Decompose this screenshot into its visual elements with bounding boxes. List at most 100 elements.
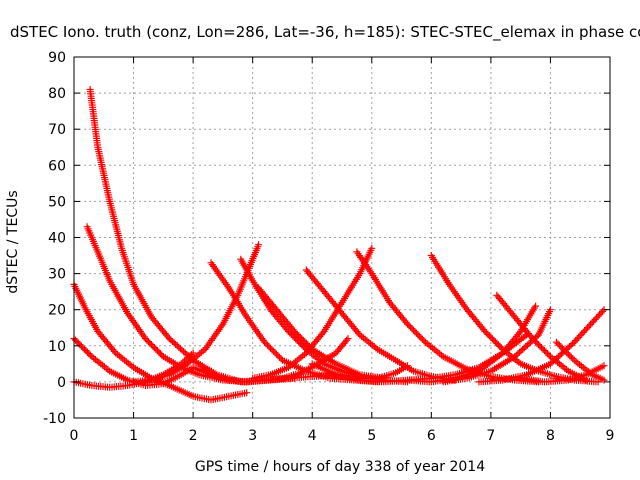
- y-tick-label: 70: [48, 122, 66, 138]
- x-tick-label: 0: [70, 428, 79, 444]
- data-point-marker: [600, 376, 608, 384]
- data-point-marker: [564, 350, 572, 358]
- data-point-marker: [80, 345, 88, 353]
- data-point-marker: [319, 329, 327, 337]
- data-point-marker: [482, 329, 490, 337]
- data-point-marker: [533, 339, 541, 347]
- data-point-marker: [255, 241, 263, 249]
- data-point-marker: [587, 320, 595, 328]
- data-point-marker: [292, 335, 300, 343]
- data-point-marker: [407, 323, 414, 331]
- data-point-marker: [515, 329, 523, 337]
- data-point-marker: [412, 329, 420, 337]
- y-tick-label: 80: [48, 86, 66, 102]
- data-point-marker: [538, 344, 545, 352]
- data-point-marker: [268, 346, 276, 354]
- x-tick-label: 8: [546, 428, 555, 444]
- y-tick-label: 10: [48, 339, 66, 355]
- data-point-marker: [153, 347, 161, 355]
- data-point-marker: [284, 327, 292, 335]
- data-point-marker: [521, 332, 529, 340]
- y-tick-label: 0: [57, 375, 66, 391]
- data-point-marker: [292, 329, 300, 337]
- y-tick-label: 60: [48, 158, 66, 174]
- data-point-marker: [579, 328, 587, 336]
- data-point-marker: [484, 330, 492, 338]
- data-point-marker: [295, 338, 303, 346]
- data-point-marker: [270, 347, 277, 355]
- data-point-marker: [569, 355, 577, 363]
- data-point-marker: [273, 350, 280, 358]
- data-point-marker: [73, 338, 81, 346]
- series-arc-6: [130, 241, 263, 386]
- data-point-marker: [299, 336, 307, 344]
- data-point-marker: [298, 341, 306, 349]
- data-point-marker: [274, 352, 282, 360]
- data-point-marker: [293, 336, 301, 344]
- data-point-marker: [591, 315, 599, 323]
- data-point-marker: [368, 244, 376, 252]
- data-point-marker: [536, 342, 544, 350]
- data-point-marker: [150, 344, 158, 352]
- series-arc-16: [338, 362, 411, 382]
- series-arc-22: [517, 362, 608, 386]
- data-point-marker: [539, 345, 547, 353]
- x-tick-label: 5: [367, 428, 376, 444]
- data-point-marker: [567, 353, 575, 361]
- data-point-marker: [417, 334, 425, 342]
- data-point-marker: [110, 347, 118, 355]
- data-point-marker: [535, 341, 542, 349]
- data-point-marker: [301, 338, 309, 346]
- data-point-marker: [344, 335, 352, 343]
- data-point-marker: [404, 362, 411, 370]
- data-point-marker: [485, 332, 493, 340]
- data-point-marker: [569, 340, 577, 348]
- data-point-marker: [164, 333, 172, 341]
- x-axis-ticks: 0 1 2 3 4 5 6 7 8 9: [70, 57, 615, 444]
- data-point-marker: [554, 340, 562, 348]
- data-point-marker: [541, 347, 548, 355]
- series-arc-17: [404, 302, 540, 386]
- data-point-marker: [149, 342, 157, 350]
- y-tick-label: 20: [48, 303, 66, 319]
- data-point-marker: [493, 339, 501, 347]
- series-arc-21: [552, 338, 608, 384]
- data-point-marker: [588, 319, 596, 327]
- series-arc-20: [475, 306, 608, 386]
- data-point-marker: [481, 327, 489, 335]
- series-arc-18: [439, 306, 554, 386]
- data-point-marker: [296, 339, 304, 347]
- data-point-marker: [573, 335, 581, 343]
- y-tick-label: 30: [48, 267, 66, 283]
- data-point-marker: [295, 332, 303, 340]
- data-point-marker: [265, 343, 273, 351]
- series-arc-12: [302, 266, 459, 384]
- x-axis-label: GPS time / hours of day 338 of year 2014: [195, 459, 485, 475]
- data-point-marker: [287, 330, 295, 338]
- data-point-marker: [404, 320, 411, 328]
- x-tick-label: 1: [129, 428, 138, 444]
- data-point-marker: [576, 332, 584, 340]
- data-point-marker: [529, 335, 537, 343]
- data-point-marker: [83, 348, 91, 356]
- data-point-marker: [596, 311, 604, 319]
- data-point-marker: [563, 349, 571, 357]
- data-point-marker: [267, 344, 274, 352]
- y-axis-ticks: -10 0 10 20 30 40 50 60 70 80 90: [43, 50, 610, 427]
- series-arc-9: [255, 284, 388, 382]
- chart-title: dSTEC Iono. truth (conz, Lon=286, Lat=-3…: [10, 23, 640, 42]
- data-point-marker: [415, 332, 423, 340]
- data-point-marker: [408, 325, 416, 333]
- data-point-marker: [488, 335, 496, 343]
- data-point-marker: [261, 338, 269, 346]
- data-point-marker: [581, 327, 589, 335]
- data-point-marker: [494, 341, 502, 349]
- data-point-marker: [496, 342, 504, 350]
- y-tick-label: 50: [48, 194, 66, 210]
- x-tick-label: 9: [606, 428, 615, 444]
- data-point-marker: [82, 347, 90, 355]
- data-point-marker: [271, 349, 279, 357]
- data-point-marker: [85, 350, 93, 358]
- data-point-marker: [343, 336, 351, 344]
